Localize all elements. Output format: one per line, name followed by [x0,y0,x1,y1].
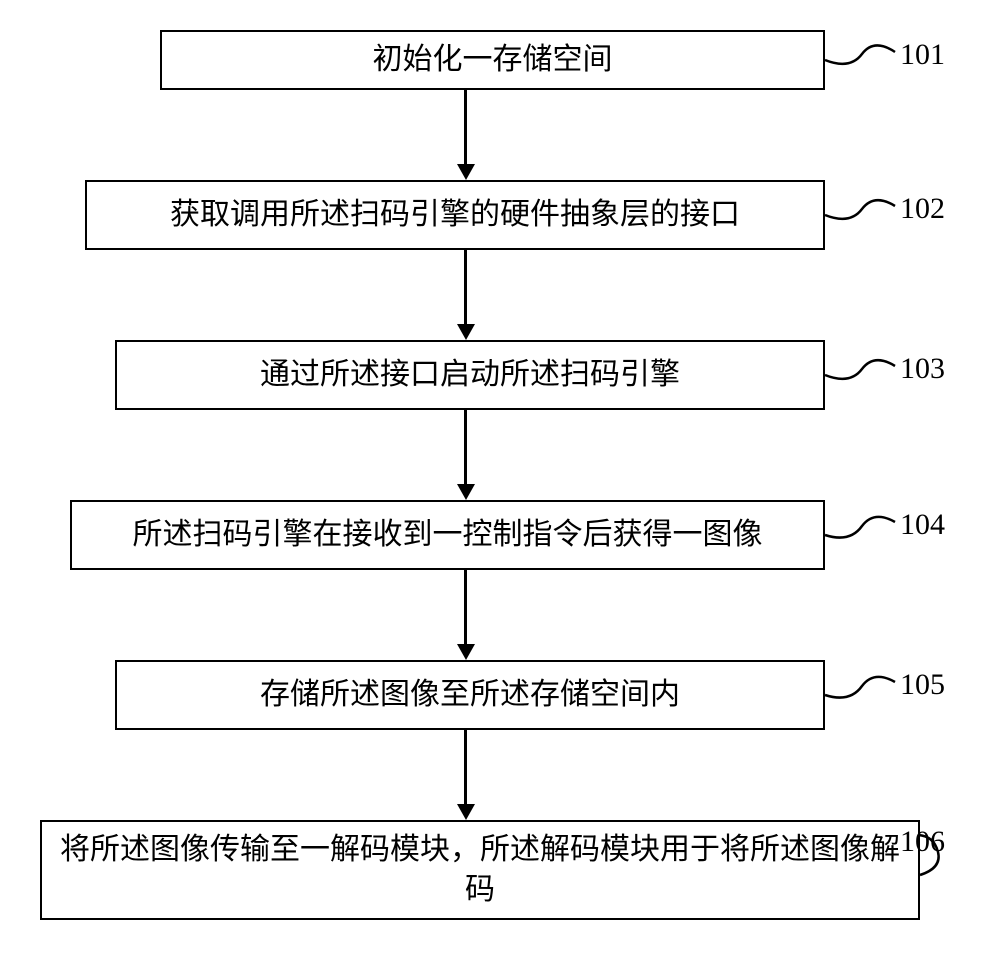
callout-1 [0,0,1000,956]
flowchart-canvas: 初始化一存储空间 101 获取调用所述扫码引擎的硬件抽象层的接口 102 通过所… [0,0,1000,956]
